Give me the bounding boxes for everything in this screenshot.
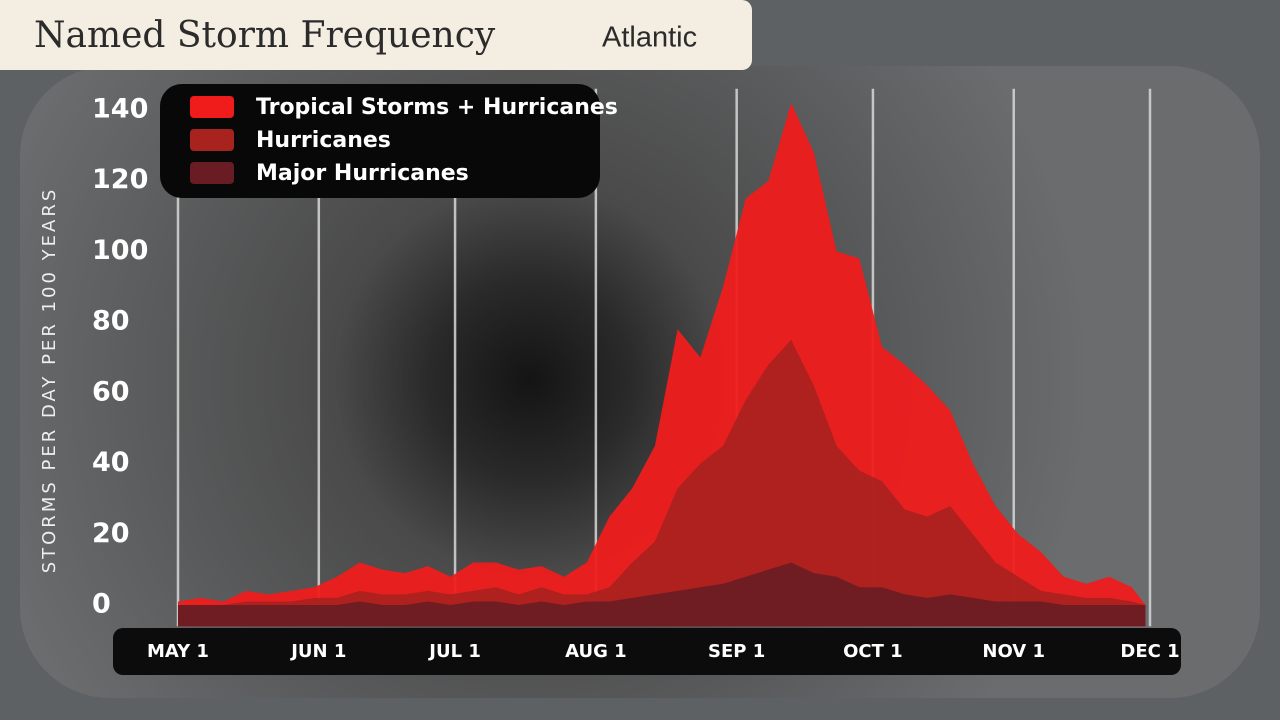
areas	[178, 102, 1146, 627]
title-box	[0, 0, 752, 70]
y-tick-label: 80	[92, 306, 130, 337]
legend-entries: Tropical Storms + Hurricanes Hurricanes Ma…	[190, 95, 618, 186]
y-tick-label: 100	[92, 235, 148, 266]
legend	[160, 84, 600, 198]
x-axis-bar	[113, 628, 1181, 675]
y-tick-label: 140	[92, 94, 148, 125]
legend-swatch	[190, 96, 234, 118]
y-tick-label: 120	[92, 164, 148, 195]
y-tick-label: 60	[92, 376, 130, 407]
x-tick-label: SEP 1	[708, 641, 765, 662]
x-axis: MAY 1 JUN 1 JUL 1 AUG 1 SEP 1 OCT 1 NOV 1 DEC 1	[147, 641, 1180, 662]
chart-title: Named Storm Frequency	[34, 15, 496, 56]
legend-swatch	[190, 162, 234, 184]
y-axis-label: STORMS PER DAY PER 100 YEARS	[39, 187, 60, 574]
x-tick-label: JUL 1	[427, 641, 481, 662]
y-tick-label: 0	[92, 588, 111, 619]
x-tick-label: DEC 1	[1120, 641, 1179, 662]
chart-subtitle: Atlantic	[602, 22, 697, 54]
x-tick-label: MAY 1	[147, 641, 209, 662]
y-tick-label: 20	[92, 518, 130, 549]
area	[178, 562, 1146, 627]
x-tick-label: OCT 1	[843, 641, 903, 662]
legend-label: Hurricanes	[256, 128, 391, 153]
legend-label: Major Hurricanes	[256, 161, 469, 186]
y-axis: 0 20 40 60 80 100 120 140	[92, 94, 148, 620]
legend-swatch	[190, 129, 234, 151]
x-tick-label: JUN 1	[289, 641, 346, 662]
legend-label: Tropical Storms + Hurricanes	[256, 95, 618, 120]
x-tick-label: AUG 1	[565, 641, 627, 662]
area	[178, 339, 1146, 627]
x-tick-label: NOV 1	[982, 641, 1045, 662]
area	[178, 102, 1146, 627]
y-tick-label: 40	[92, 447, 130, 478]
